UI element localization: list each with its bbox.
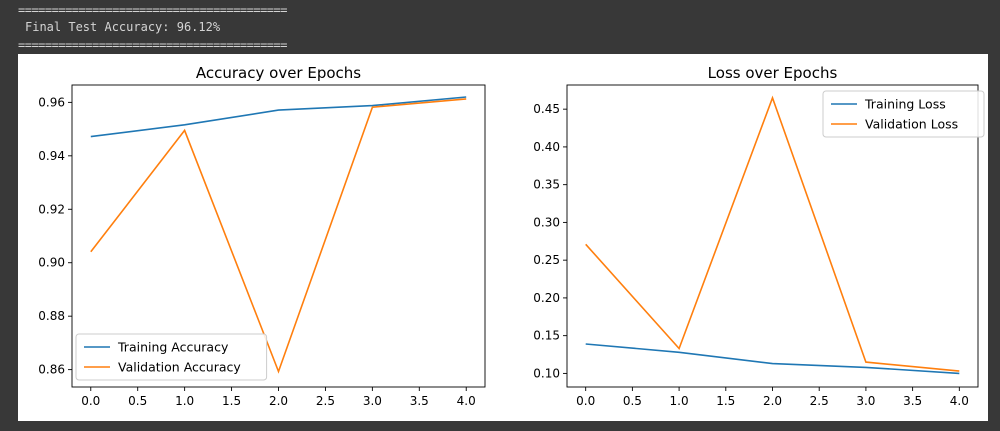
- legend-label-0: Training Accuracy: [117, 340, 229, 355]
- series-line-0: [585, 343, 960, 375]
- x-tick-label: 2.5: [810, 394, 829, 408]
- x-tick-label: 1.5: [716, 394, 735, 408]
- separator-bottom: ========================================: [18, 38, 287, 52]
- y-tick-label: 0.15: [533, 329, 560, 343]
- x-tick-label: 2.0: [763, 394, 782, 408]
- y-tick-label: 0.40: [533, 140, 560, 154]
- series-line-1: [90, 98, 467, 374]
- series-line-1: [585, 95, 960, 372]
- y-tick-label: 0.94: [38, 149, 65, 163]
- y-tick-label: 0.35: [533, 178, 560, 192]
- x-tick-label: 1.5: [222, 394, 241, 408]
- cell-output-console: ========================================…: [0, 0, 1000, 54]
- legend-label-1: Validation Loss: [865, 117, 958, 132]
- legend-box: [75, 333, 268, 381]
- legend-label-1: Validation Accuracy: [118, 360, 241, 375]
- chart-title: Accuracy over Epochs: [196, 64, 361, 82]
- series-line-0: [90, 96, 467, 138]
- x-tick-label: 3.0: [856, 394, 875, 408]
- x-tick-label: 3.0: [363, 394, 382, 408]
- x-tick-label: 0.5: [623, 394, 642, 408]
- plot-figure-svg: Accuracy over Epochs 0.0 0.5 1.0 1.5 2.0 2.5 3.…: [38, 64, 985, 408]
- x-tick-label: 3.5: [410, 394, 429, 408]
- legend-box: [822, 90, 985, 138]
- y-tick-label: 0.90: [38, 256, 65, 270]
- x-tick-label: 1.0: [670, 394, 689, 408]
- y-tick-label: 0.86: [38, 363, 65, 377]
- loss-chart: Loss over Epochs 0.0 0.5 1.0 1.5 2.0 2.5 3.0 3.5…: [533, 64, 985, 408]
- x-tick-label: 4.0: [457, 394, 476, 408]
- accuracy-chart: Accuracy over Epochs 0.0 0.5 1.0 1.5 2.0 2.5 3.…: [38, 64, 486, 408]
- legend-label-0: Training Loss: [864, 97, 946, 112]
- plot-figure: Accuracy over Epochs 0.0 0.5 1.0 1.5 2.0 2.5 3.…: [18, 54, 988, 421]
- x-tick-label: 2.5: [316, 394, 335, 408]
- x-tick-label: 4.0: [950, 394, 969, 408]
- legend: Training Loss Validation Loss: [822, 90, 985, 138]
- x-tick-label: 3.5: [903, 394, 922, 408]
- chart-title: Loss over Epochs: [708, 64, 838, 82]
- final-accuracy-text: Final Test Accuracy: 96.12%: [25, 20, 221, 34]
- x-tick-label: 0.0: [576, 394, 595, 408]
- x-tick-label: 0.5: [128, 394, 147, 408]
- y-tick-label: 0.25: [533, 253, 560, 267]
- y-tick-label: 0.45: [533, 102, 560, 116]
- y-tick-label: 0.96: [38, 95, 65, 109]
- x-tick-label: 0.0: [81, 394, 100, 408]
- x-tick-label: 1.0: [175, 394, 194, 408]
- y-tick-label: 0.88: [38, 309, 65, 323]
- y-tick-label: 0.92: [38, 202, 65, 216]
- y-tick-label: 0.30: [533, 215, 560, 229]
- x-tick-label: 2.0: [269, 394, 288, 408]
- y-tick-label: 0.10: [533, 366, 560, 380]
- legend: Training Accuracy Validation Accuracy: [75, 333, 268, 381]
- y-tick-label: 0.20: [533, 291, 560, 305]
- separator-top: ========================================: [18, 3, 287, 17]
